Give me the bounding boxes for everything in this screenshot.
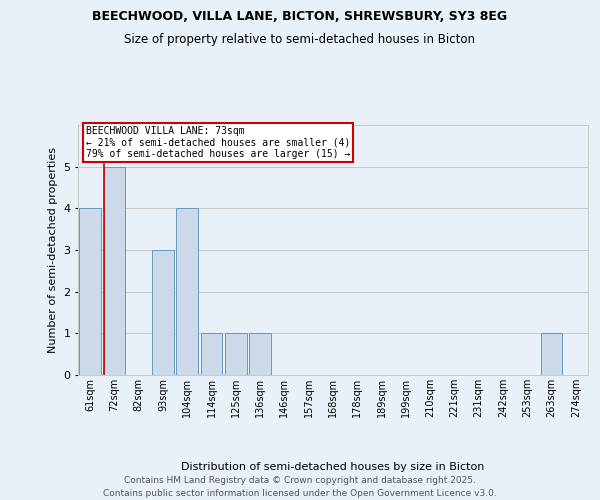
Bar [541,334,562,375]
Text: Distribution of semi-detached houses by size in Bicton: Distribution of semi-detached houses by … [181,462,485,472]
Bar [200,334,223,375]
Y-axis label: Number of semi-detached properties: Number of semi-detached properties [47,147,58,353]
Bar [225,334,247,375]
Bar [79,208,101,375]
Text: BEECHWOOD VILLA LANE: 73sqm
← 21% of semi-detached houses are smaller (4)
79% of: BEECHWOOD VILLA LANE: 73sqm ← 21% of sem… [86,126,350,160]
Bar [176,208,198,375]
Bar [104,166,125,375]
Text: Size of property relative to semi-detached houses in Bicton: Size of property relative to semi-detach… [125,32,476,46]
Text: Contains HM Land Registry data © Crown copyright and database right 2025.
Contai: Contains HM Land Registry data © Crown c… [103,476,497,498]
Bar [152,250,174,375]
Bar [249,334,271,375]
Text: BEECHWOOD, VILLA LANE, BICTON, SHREWSBURY, SY3 8EG: BEECHWOOD, VILLA LANE, BICTON, SHREWSBUR… [92,10,508,23]
